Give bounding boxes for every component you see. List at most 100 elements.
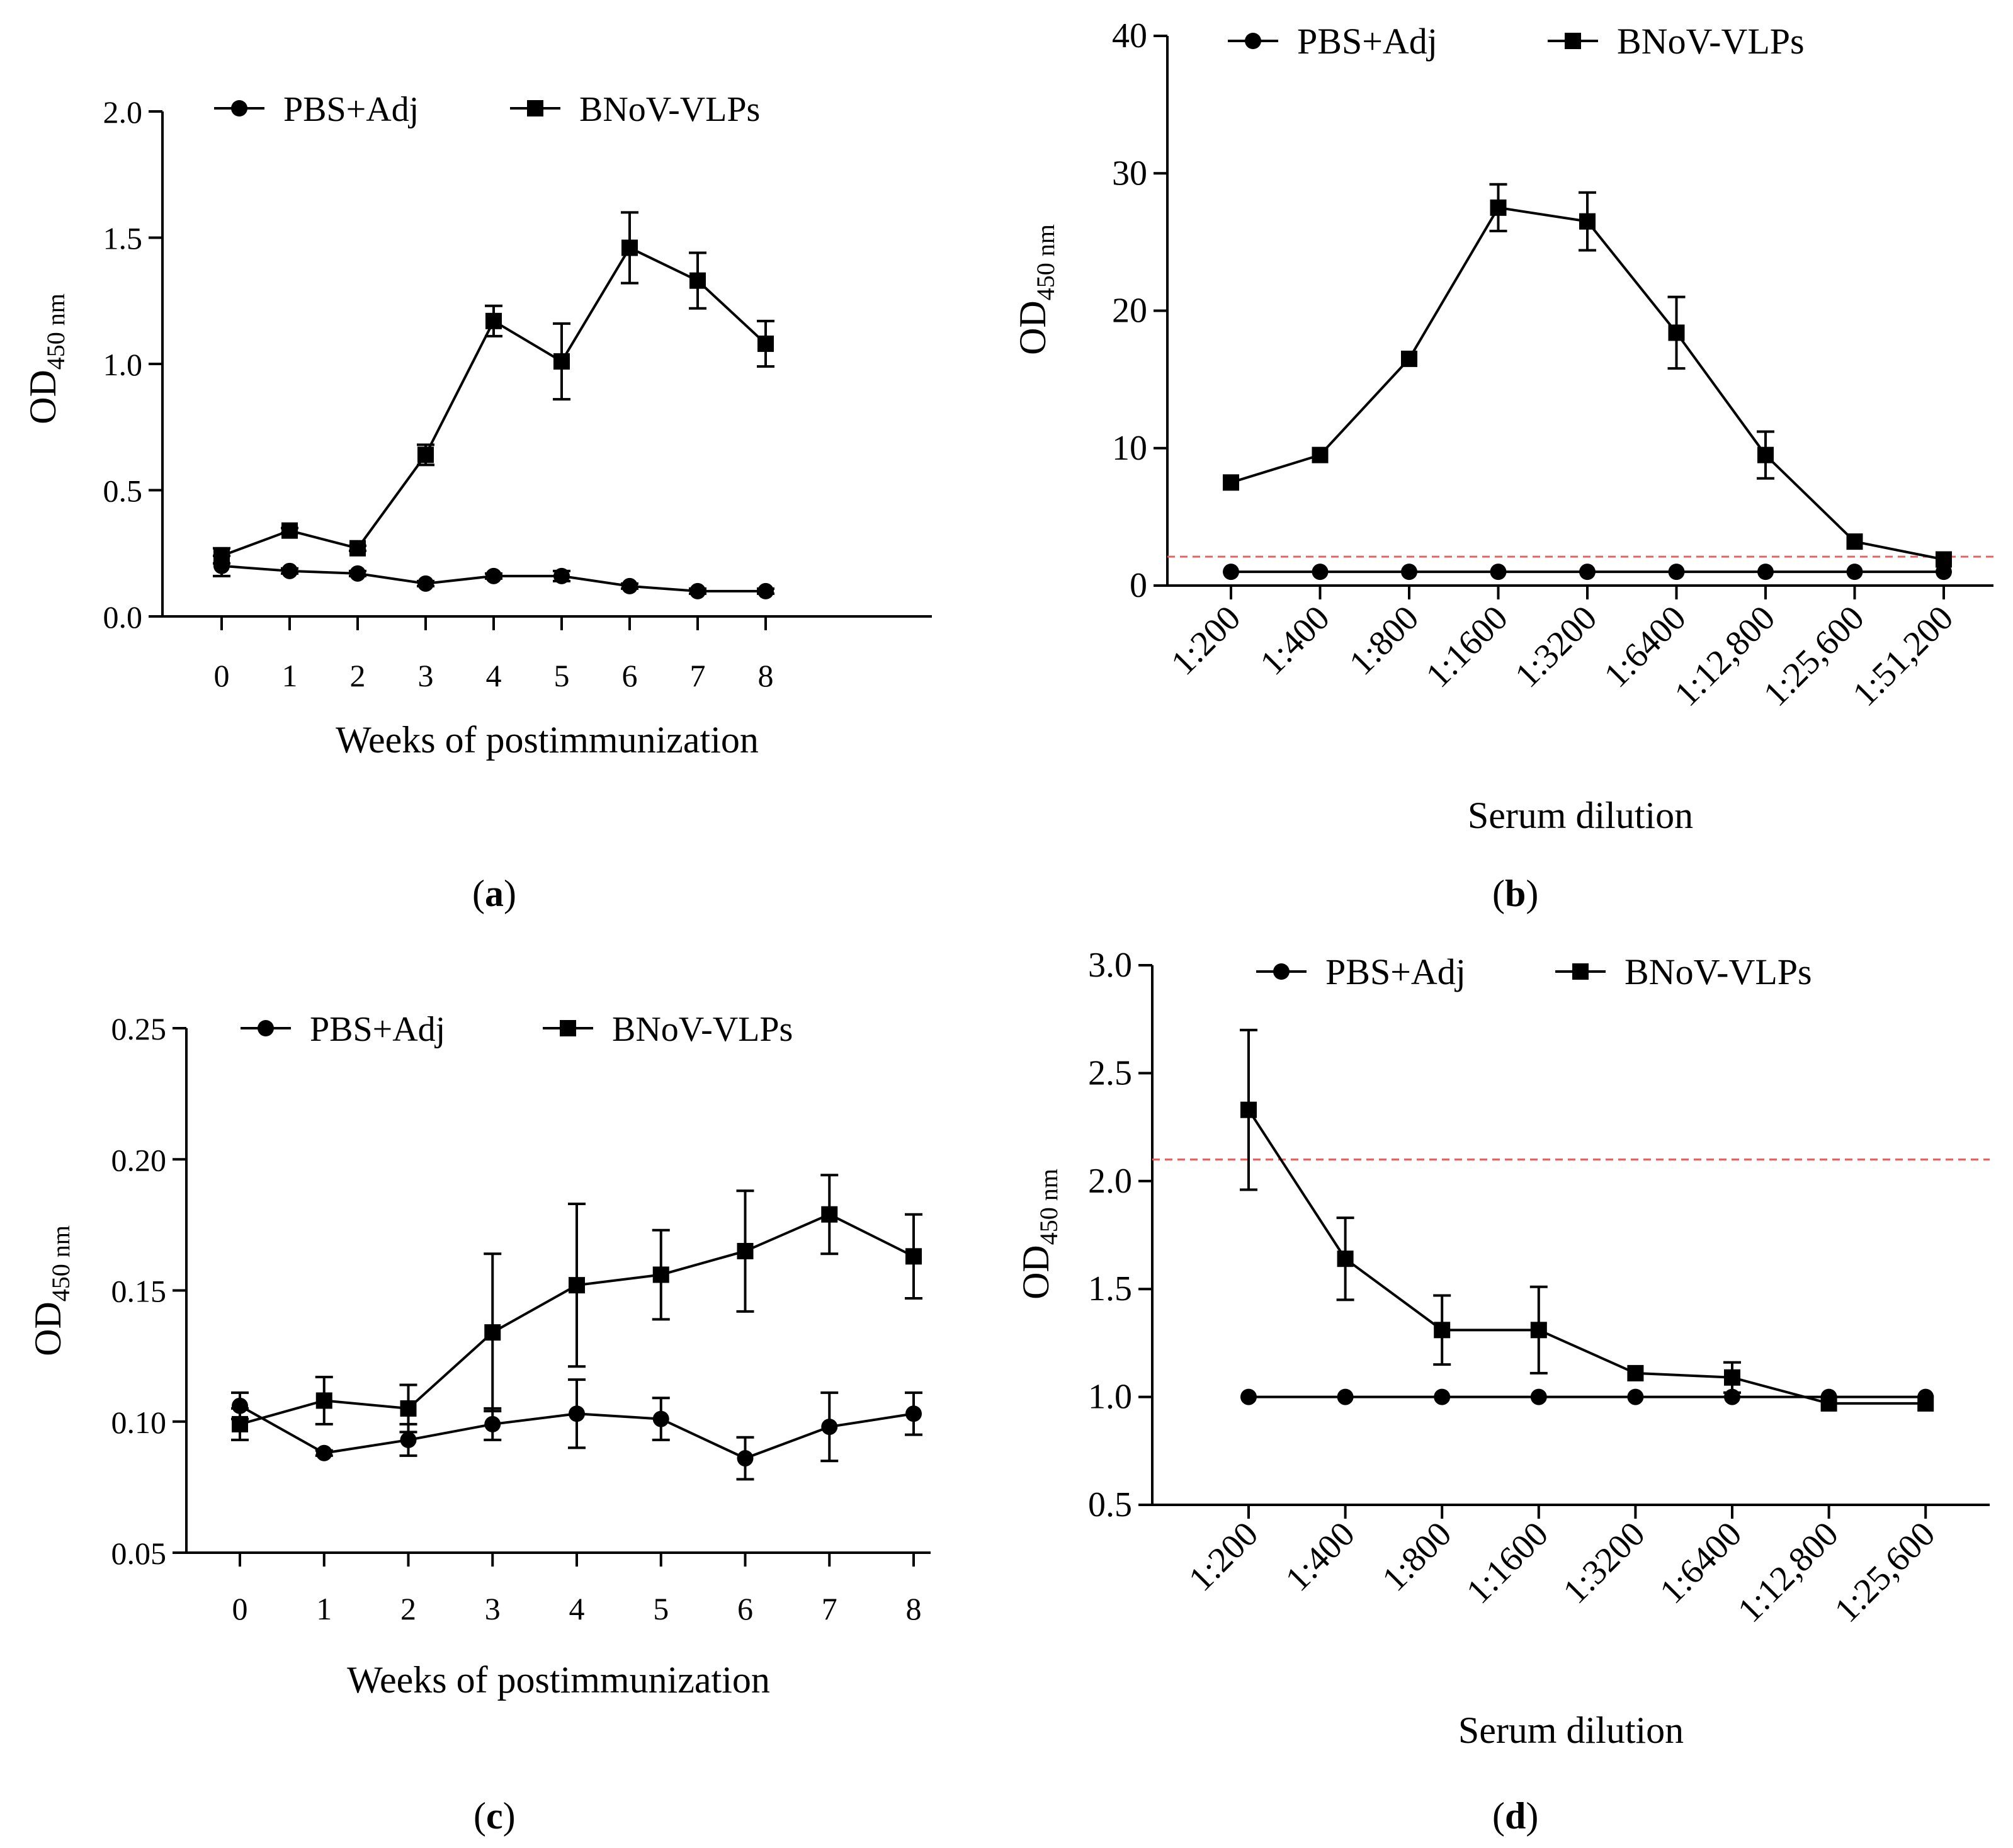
data-point	[417, 575, 434, 592]
x-tick-label: 1:800	[1342, 598, 1426, 683]
series-line	[221, 246, 767, 557]
series-line	[1247, 1109, 1926, 1405]
data-point	[232, 1397, 248, 1414]
data-point	[757, 582, 774, 599]
legend-marker	[527, 100, 543, 116]
panel-label-d: (d)	[1492, 1795, 1539, 1837]
x-tick-label: 8	[758, 658, 774, 693]
x-tick-label: 1:51,200	[1846, 598, 1961, 714]
data-point	[569, 1405, 585, 1422]
y-tick-label: 1.5	[1088, 1269, 1132, 1308]
data-point	[1936, 564, 1952, 581]
data-point	[1936, 551, 1952, 568]
y-tick-label: 0.10	[111, 1405, 167, 1440]
series-pbs-adj	[231, 1378, 922, 1481]
data-point	[1312, 446, 1329, 463]
data-point	[1668, 324, 1685, 341]
data-point	[905, 1405, 922, 1422]
data-point	[1668, 564, 1685, 581]
data-point	[1917, 1395, 1934, 1412]
legend-label: PBS+Adj	[1297, 21, 1437, 62]
x-tick-label: 1:12,800	[1667, 598, 1783, 714]
x-tick-label: 1:1600	[1459, 1514, 1556, 1611]
x-axis-label: Weeks of postimmunization	[347, 1659, 770, 1701]
y-tick-label: 2.0	[103, 94, 143, 130]
x-tick-label: 6	[622, 658, 638, 693]
data-point	[1337, 1388, 1354, 1405]
legend-marker	[1572, 963, 1589, 980]
x-tick-label: 1:400	[1278, 1514, 1363, 1599]
x-tick-label: 1:400	[1253, 598, 1337, 683]
series-bnov-vlps	[1240, 1028, 1934, 1412]
x-tick-label: 1	[316, 1591, 332, 1626]
data-point	[621, 239, 638, 256]
x-tick-label: 2	[400, 1591, 416, 1626]
data-point	[652, 1266, 669, 1283]
legend-label: BNoV-VLPs	[1625, 951, 1812, 992]
y-tick-label: 30	[1112, 154, 1147, 193]
legend-label: BNoV-VLPs	[612, 1010, 793, 1049]
x-tick-label: 6	[737, 1591, 753, 1626]
data-point	[349, 540, 366, 557]
y-tick-label: 0	[1130, 566, 1147, 605]
y-tick-label: 1.0	[1088, 1378, 1132, 1417]
data-point	[757, 335, 774, 352]
legend-marker	[1565, 33, 1581, 49]
data-point	[821, 1419, 838, 1436]
data-point	[484, 1415, 501, 1432]
data-point	[689, 272, 706, 289]
panel-label-a: (a)	[472, 873, 516, 914]
series-pbs-adj	[213, 554, 774, 599]
data-point	[1820, 1395, 1837, 1412]
x-tick-label: 5	[653, 1591, 669, 1626]
x-tick-label: 3	[418, 658, 434, 693]
data-point	[1434, 1322, 1451, 1339]
legend-label: PBS+Adj	[310, 1010, 445, 1049]
data-point	[821, 1206, 838, 1223]
y-tick-label: 40	[1112, 16, 1147, 55]
y-tick-label: 10	[1112, 429, 1147, 468]
data-point	[1490, 564, 1507, 581]
data-point	[1401, 564, 1417, 581]
data-point	[417, 446, 434, 463]
y-tick-label: 0.20	[111, 1142, 167, 1177]
data-point	[1846, 533, 1863, 550]
data-point	[1434, 1388, 1451, 1405]
x-tick-label: 1:3200	[1507, 598, 1604, 695]
data-point	[1401, 350, 1417, 367]
data-point	[737, 1450, 754, 1467]
legend: PBS+Adj BNoV-VLPs	[214, 90, 760, 129]
legend: PBS+Adj BNoV-VLPs	[1256, 951, 1812, 992]
x-axis-label: Serum dilution	[1458, 1709, 1684, 1751]
y-tick-label: 3.0	[1088, 946, 1132, 985]
data-point	[737, 1243, 754, 1260]
series-bnov-vlps	[231, 1174, 922, 1441]
data-point	[905, 1248, 922, 1265]
data-point	[484, 1324, 501, 1341]
data-point	[213, 547, 230, 564]
x-tick-label: 1:200	[1181, 1514, 1266, 1599]
data-point	[569, 1277, 585, 1294]
y-tick-label: 1.0	[103, 347, 143, 382]
x-tick-label: 4	[486, 658, 502, 693]
data-point	[1223, 564, 1239, 581]
data-point	[400, 1400, 417, 1417]
x-tick-label: 1:6400	[1652, 1514, 1749, 1611]
data-point	[553, 567, 570, 584]
data-point	[1490, 199, 1507, 216]
data-point	[1724, 1369, 1740, 1386]
data-point	[1579, 213, 1596, 230]
x-axis-label: Weeks of postimmunization	[336, 719, 759, 761]
series-pbs-adj	[1223, 564, 1952, 581]
series-line	[1230, 206, 1944, 561]
x-tick-label: 1:3200	[1556, 1514, 1653, 1611]
data-point	[485, 312, 502, 329]
x-tick-label: 1:800	[1375, 1514, 1459, 1599]
chart-d: 0.51.01.52.02.53.01:200 1:400 1:800 1:1600 1…	[1015, 946, 1990, 1751]
x-tick-label: 1:12,800	[1730, 1514, 1846, 1630]
x-tick-label: 0	[232, 1591, 248, 1626]
legend-label: PBS+Adj	[283, 90, 419, 129]
data-point	[485, 567, 502, 584]
x-tick-label: 1:1600	[1419, 598, 1516, 695]
